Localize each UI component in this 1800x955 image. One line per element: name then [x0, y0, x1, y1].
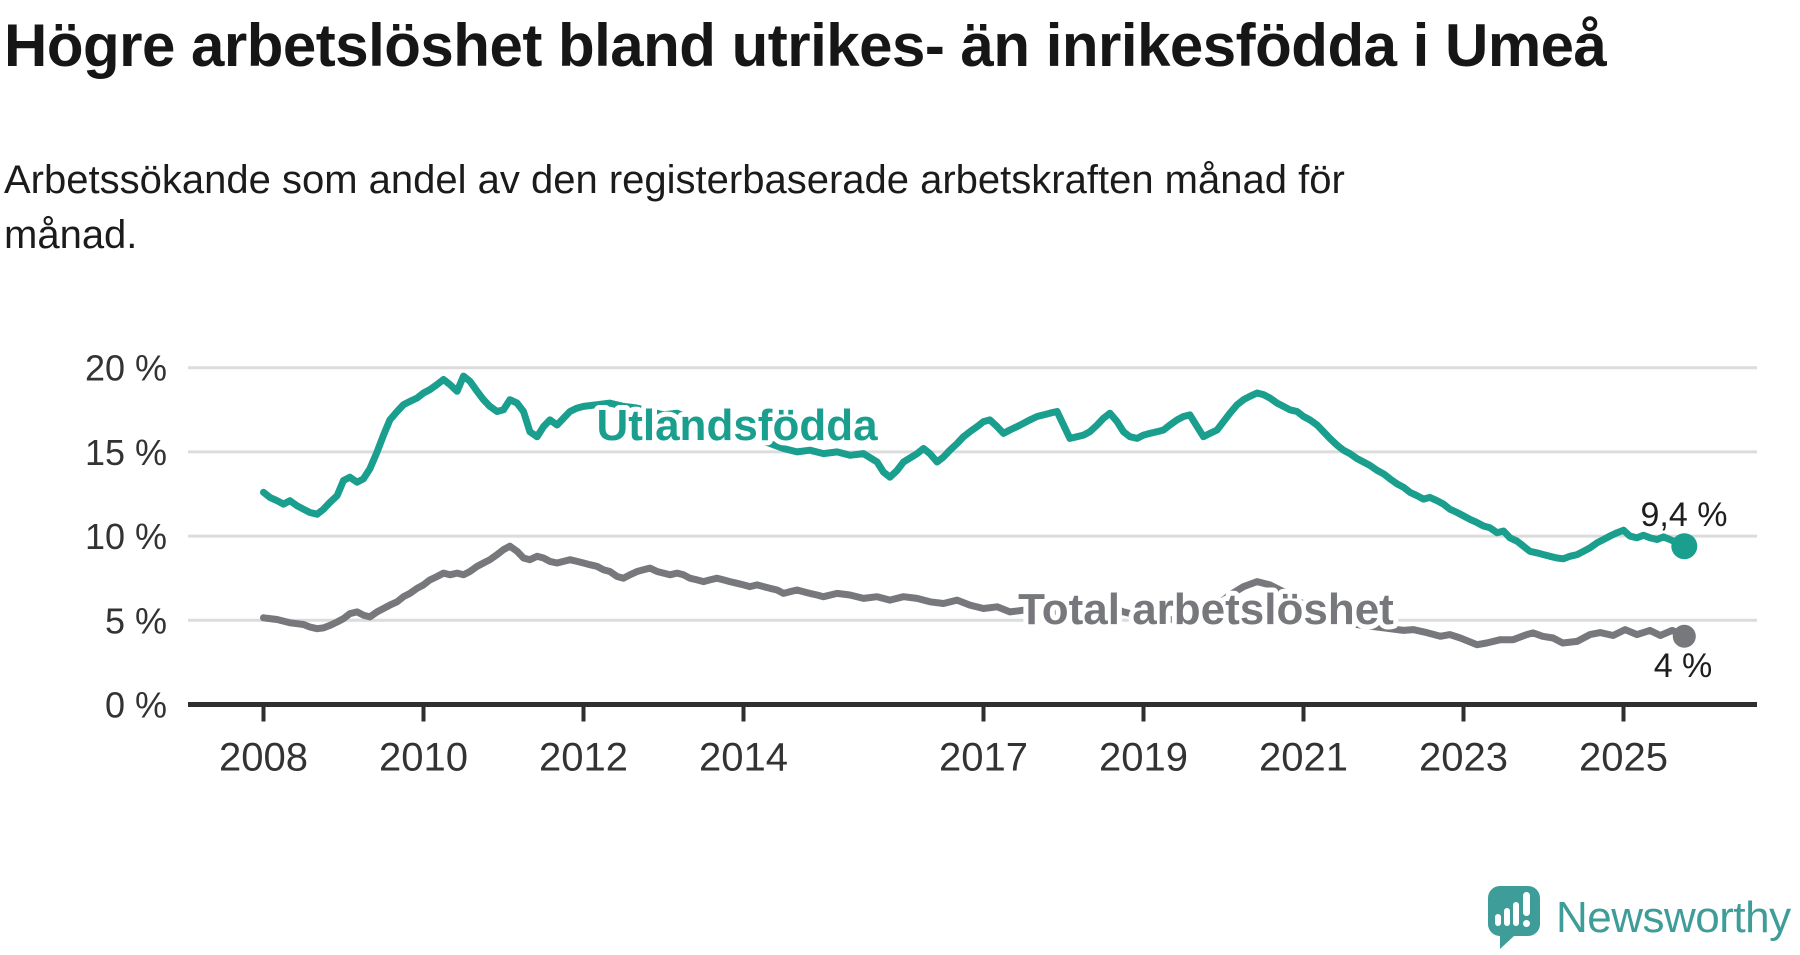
newsworthy-logo: Newsworthy	[1484, 884, 1800, 955]
series-label-total: Total arbetslöshet	[1018, 585, 1394, 634]
series-end-dot-utlandsfodda	[1671, 533, 1698, 560]
x-tick-label: 2017	[939, 736, 1028, 780]
x-tick-label: 2019	[1099, 736, 1188, 780]
series-end-value-total: 4 %	[1654, 647, 1713, 685]
y-tick-label: 20 %	[85, 348, 167, 389]
series-end-value-utlandsfodda: 9,4 %	[1641, 496, 1728, 534]
x-tick-label: 2021	[1259, 736, 1348, 780]
series-label-utlandsfodda: Utlandsfödda	[596, 401, 878, 450]
newsworthy-logo-text: Newsworthy	[1556, 893, 1791, 942]
x-tick-label: 2012	[539, 736, 628, 780]
chart-subtitle: Arbetssökande som andel av den registerb…	[4, 158, 1345, 257]
y-tick-label: 15 %	[85, 432, 167, 473]
x-tick-label: 2025	[1579, 736, 1668, 780]
y-tick-label: 0 %	[105, 685, 167, 726]
y-tick-label: 10 %	[85, 516, 167, 557]
series-end-dot-total	[1672, 624, 1696, 648]
x-tick-label: 2014	[699, 736, 788, 780]
series-line-utlandsfodda	[260, 372, 1688, 563]
y-tick-label: 5 %	[105, 600, 167, 641]
x-tick-label: 2023	[1419, 736, 1508, 780]
chart-title: Högre arbetslöshet bland utrikes- än inr…	[4, 12, 1607, 79]
series-line-total	[260, 542, 1688, 649]
x-tick-label: 2008	[219, 736, 308, 780]
newsworthy-logo-icon	[1488, 886, 1540, 949]
x-tick-label: 2010	[379, 736, 468, 780]
